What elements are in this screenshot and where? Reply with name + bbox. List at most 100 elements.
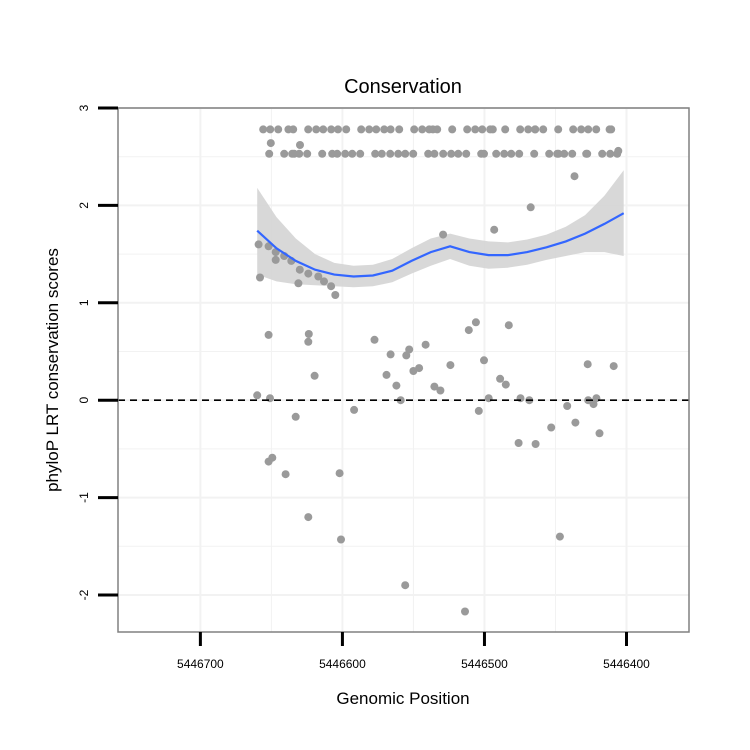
data-point bbox=[312, 125, 321, 134]
plot-panel bbox=[117, 107, 690, 633]
data-point bbox=[409, 149, 418, 158]
data-point bbox=[350, 405, 359, 414]
data-point bbox=[296, 141, 304, 149]
data-point bbox=[439, 230, 448, 239]
data-point bbox=[395, 125, 404, 134]
data-point bbox=[607, 125, 616, 134]
data-point bbox=[266, 394, 274, 403]
data-point bbox=[592, 125, 601, 134]
y-tick-label: 0 bbox=[77, 397, 91, 404]
data-point bbox=[386, 350, 395, 359]
data-point bbox=[341, 149, 350, 158]
data-point bbox=[500, 149, 509, 158]
data-point bbox=[547, 423, 556, 432]
data-point bbox=[471, 125, 480, 134]
data-point bbox=[280, 149, 289, 158]
data-point bbox=[256, 273, 264, 282]
data-point bbox=[530, 149, 539, 158]
data-point bbox=[462, 149, 471, 158]
data-point bbox=[514, 439, 523, 447]
y-tick-label: -2 bbox=[77, 589, 91, 600]
data-point bbox=[271, 255, 280, 264]
data-point bbox=[310, 371, 319, 380]
data-point bbox=[516, 125, 525, 134]
data-point bbox=[415, 364, 424, 373]
x-axis-title: Genomic Position bbox=[336, 689, 469, 708]
data-point bbox=[266, 125, 275, 134]
data-point bbox=[303, 149, 312, 158]
data-point bbox=[304, 513, 313, 522]
data-point bbox=[515, 149, 524, 158]
data-point bbox=[501, 125, 510, 134]
data-point bbox=[504, 321, 513, 330]
data-point bbox=[524, 125, 533, 134]
data-point bbox=[405, 345, 414, 354]
trend-line bbox=[256, 212, 625, 278]
data-point bbox=[486, 125, 495, 134]
data-point bbox=[264, 330, 273, 339]
data-point bbox=[291, 412, 300, 421]
y-tick-label: 2 bbox=[77, 202, 91, 209]
data-point bbox=[380, 125, 389, 134]
data-point bbox=[254, 240, 263, 249]
data-point bbox=[563, 402, 572, 410]
data-point bbox=[348, 149, 357, 158]
data-point bbox=[490, 225, 499, 234]
data-point bbox=[477, 149, 486, 158]
data-point bbox=[337, 535, 345, 544]
y-tick-label: -1 bbox=[77, 492, 91, 503]
data-point bbox=[583, 149, 592, 158]
data-point bbox=[583, 360, 592, 369]
data-point bbox=[584, 125, 593, 134]
data-point bbox=[531, 440, 540, 448]
data-point bbox=[357, 125, 366, 134]
data-point bbox=[496, 374, 505, 383]
data-point bbox=[507, 149, 516, 158]
data-point bbox=[430, 382, 439, 391]
data-point bbox=[304, 337, 313, 346]
data-point bbox=[294, 279, 303, 288]
data-point bbox=[595, 429, 604, 438]
data-point bbox=[268, 453, 277, 462]
data-point bbox=[570, 172, 579, 181]
data-point bbox=[609, 362, 618, 371]
data-point bbox=[304, 269, 313, 278]
data-point bbox=[613, 149, 622, 158]
data-point bbox=[448, 125, 457, 134]
x-tick-label: 5446500 bbox=[461, 657, 508, 671]
data-point bbox=[253, 391, 262, 400]
data-point bbox=[365, 125, 374, 134]
data-point bbox=[342, 125, 351, 134]
data-point bbox=[259, 125, 268, 134]
data-point bbox=[439, 149, 448, 158]
data-point bbox=[319, 125, 328, 134]
data-point bbox=[554, 125, 563, 134]
data-point bbox=[531, 125, 540, 134]
data-point bbox=[589, 400, 598, 409]
y-axis: -2 -1 0 1 2 3 bbox=[77, 104, 118, 600]
x-axis: 5446700 5446600 5446500 5446400 bbox=[177, 632, 650, 671]
data-point bbox=[545, 149, 554, 158]
data-point bbox=[372, 125, 381, 134]
data-point bbox=[569, 125, 578, 134]
data-point bbox=[560, 149, 569, 158]
data-point bbox=[463, 125, 472, 134]
data-point bbox=[370, 335, 379, 344]
data-point bbox=[474, 406, 483, 415]
y-axis-title: phyloP LRT conservation scores bbox=[43, 248, 62, 492]
panel-border bbox=[117, 107, 690, 633]
data-point bbox=[281, 470, 290, 479]
x-tick-label: 5446600 bbox=[319, 657, 366, 671]
data-point bbox=[461, 607, 469, 616]
data-point bbox=[425, 125, 434, 134]
x-tick-label: 5446700 bbox=[177, 657, 224, 671]
data-point bbox=[555, 532, 564, 541]
data-point bbox=[430, 149, 439, 158]
data-point bbox=[410, 125, 419, 134]
data-point bbox=[371, 149, 380, 158]
data-point bbox=[356, 149, 365, 158]
data-point bbox=[265, 149, 274, 158]
data-point bbox=[433, 125, 442, 134]
data-point bbox=[304, 330, 313, 338]
